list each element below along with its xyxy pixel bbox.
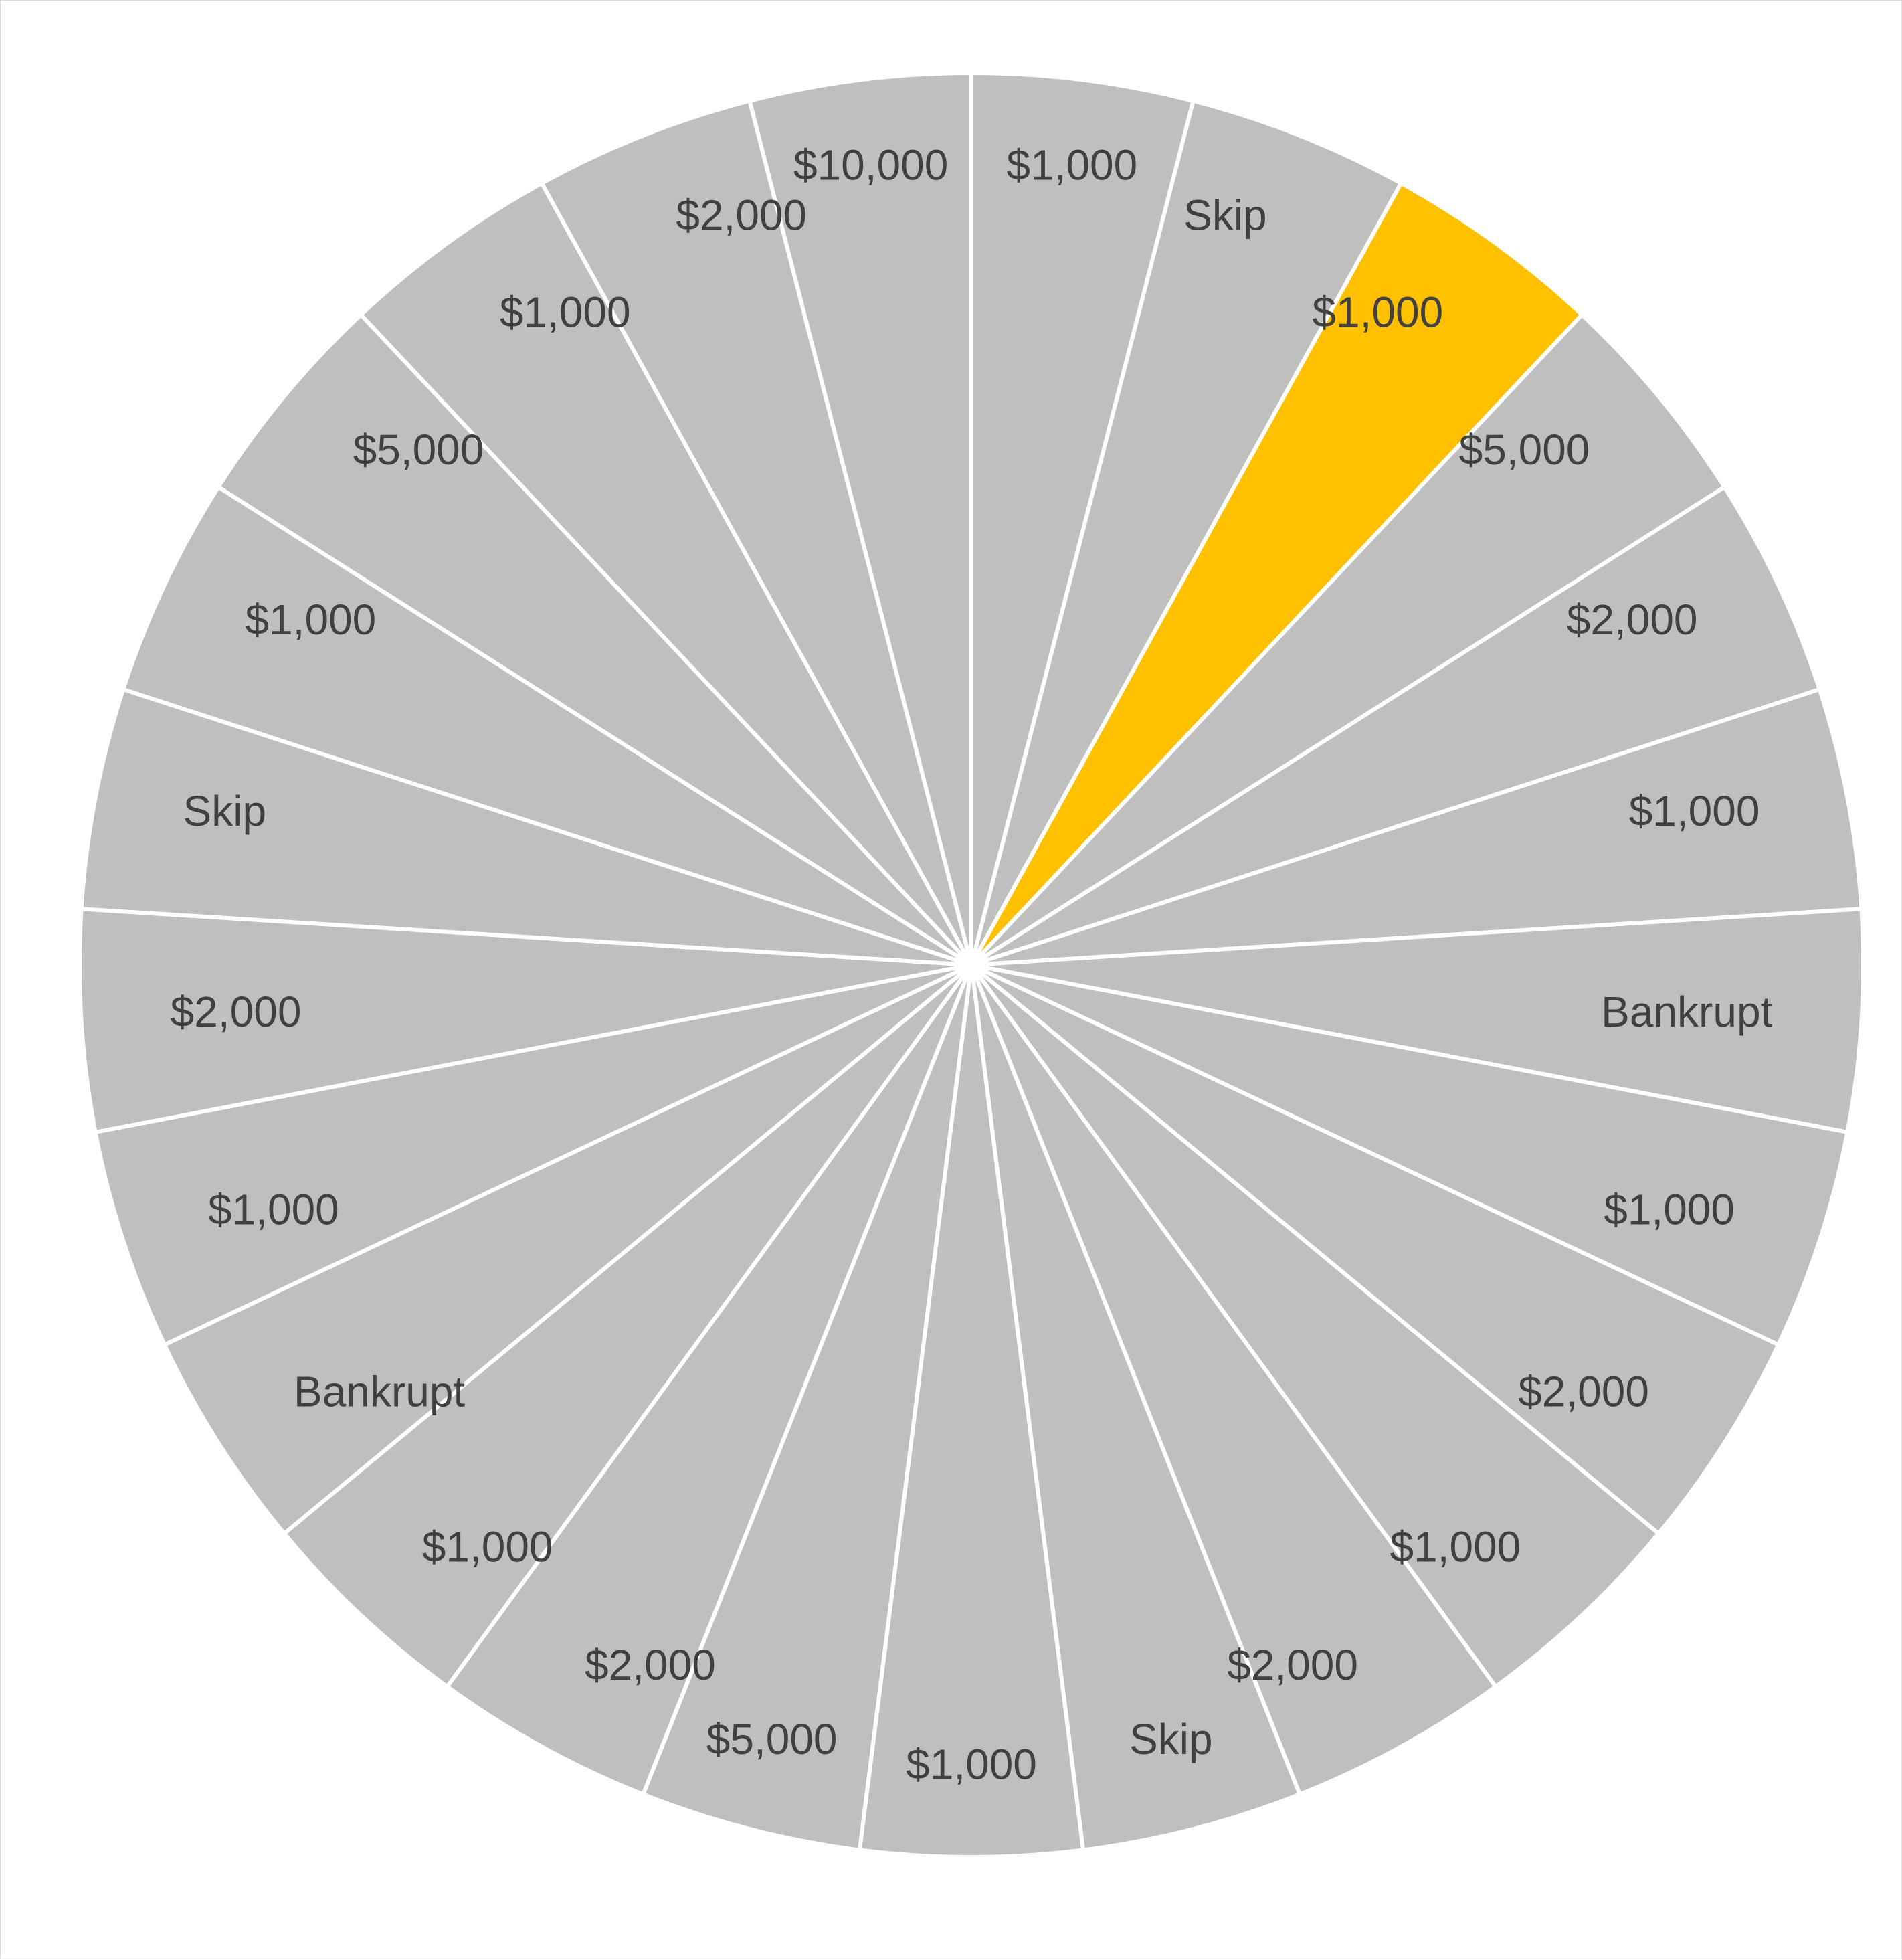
slice-label-4: $5,000 <box>1459 426 1590 474</box>
slice-label-14: $5,000 <box>706 1715 838 1763</box>
pie-slice-20 <box>79 687 973 967</box>
pie-slice-15 <box>445 963 973 1797</box>
pie-slice-3 <box>969 181 1584 967</box>
slice-label-9: $2,000 <box>1518 1368 1649 1416</box>
slice-label-20: Skip <box>183 787 267 835</box>
slice-label-25: $10,000 <box>793 141 948 189</box>
pie-slice-17 <box>162 963 973 1536</box>
pie-slice-21 <box>121 484 973 967</box>
pie-slice-25 <box>747 71 973 967</box>
slice-label-6: $1,000 <box>1629 787 1760 835</box>
pie-slice-23 <box>359 181 973 967</box>
slice-label-15: $2,000 <box>585 1641 716 1689</box>
slice-label-11: $2,000 <box>1227 1641 1358 1689</box>
slice-label-13: $1,000 <box>906 1741 1037 1789</box>
pie-slice-7 <box>969 907 1866 1134</box>
slice-label-18: $1,000 <box>208 1186 339 1234</box>
pie-slice-9 <box>969 963 1781 1536</box>
pie-slice-12 <box>969 963 1302 1852</box>
pie-slice-13 <box>857 963 1086 1860</box>
slice-label-3: $1,000 <box>1312 288 1443 336</box>
slice-label-12: Skip <box>1129 1715 1213 1763</box>
slice-label-22: $5,000 <box>353 426 484 474</box>
pie-slice-6 <box>969 687 1864 967</box>
slice-label-23: $1,000 <box>500 288 631 336</box>
slice-label-17: Bankrupt <box>294 1368 465 1416</box>
slice-label-24: $2,000 <box>676 191 807 239</box>
slice-label-5: $2,000 <box>1567 596 1698 644</box>
pie-slice-19 <box>77 907 973 1134</box>
slice-label-1: $1,000 <box>1006 141 1137 189</box>
pie-slice-5 <box>969 484 1822 967</box>
slice-label-7: Bankrupt <box>1601 988 1772 1036</box>
pie-slice-24 <box>539 98 973 967</box>
pie-slice-16 <box>282 963 973 1689</box>
pie-slice-22 <box>216 313 973 967</box>
pie-slice-2 <box>969 98 1404 967</box>
slice-label-2: Skip <box>1183 191 1267 239</box>
slices-layer <box>77 71 1866 1860</box>
pie-slice-14 <box>641 963 973 1852</box>
pie-slice-18 <box>93 963 973 1347</box>
pie-slice-8 <box>969 963 1850 1347</box>
pie-slice-4 <box>969 313 1727 967</box>
slice-label-10: $1,000 <box>1390 1522 1521 1571</box>
slice-label-8: $1,000 <box>1604 1186 1735 1234</box>
pie-slice-10 <box>969 963 1661 1689</box>
slice-label-21: $1,000 <box>245 596 376 644</box>
slice-label-16: $1,000 <box>422 1522 553 1571</box>
pie-slice-11 <box>969 963 1498 1797</box>
slice-label-19: $2,000 <box>171 988 302 1036</box>
labels-layer: $1,000 Skip $1,000 $5,000 $2,000 $1,000 Bankru… <box>171 141 1773 1789</box>
